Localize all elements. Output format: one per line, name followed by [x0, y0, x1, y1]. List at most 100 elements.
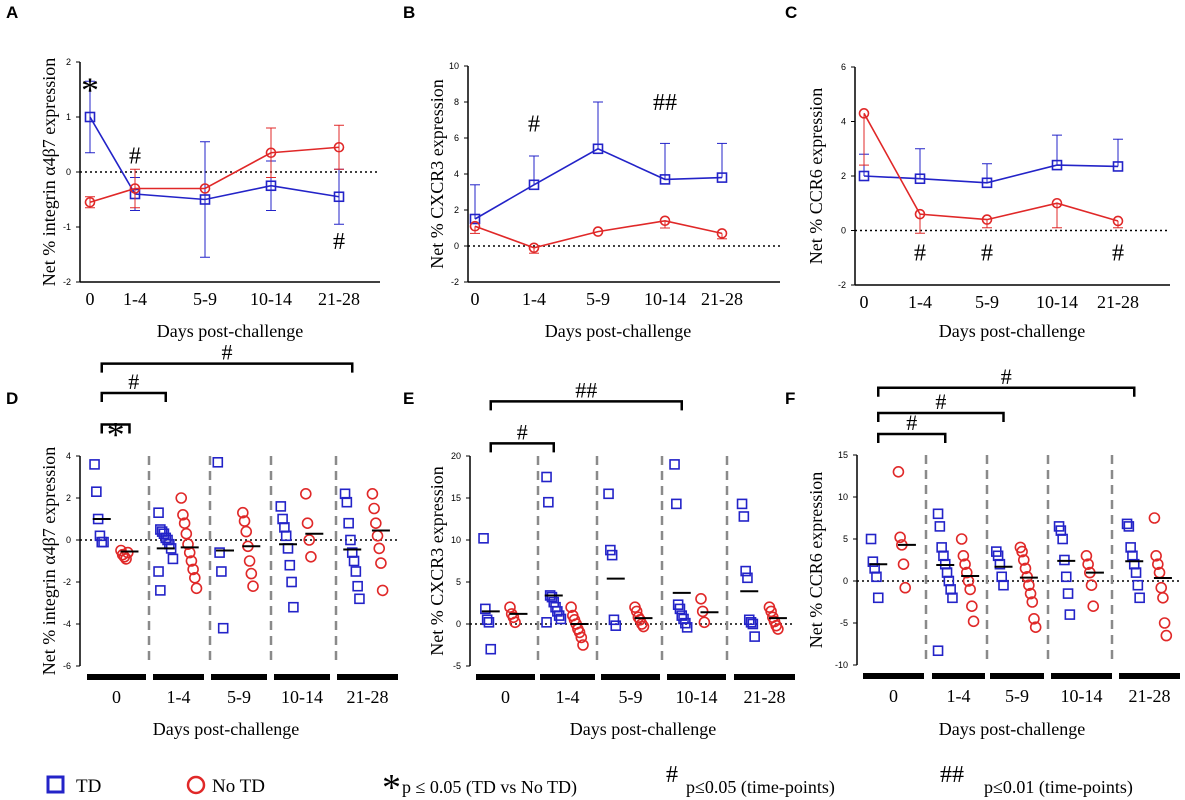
data-point-td	[981, 177, 993, 189]
data-point-td	[341, 496, 353, 508]
data-point-notd	[370, 517, 382, 530]
data-point-notd	[1155, 581, 1168, 594]
data-point-td	[91, 486, 102, 498]
data-point-td	[286, 576, 297, 588]
y-tick-label: -6	[63, 661, 71, 671]
data-point-td	[1057, 533, 1068, 545]
y-tick-label: 1	[66, 112, 71, 122]
x-tick-label: 0	[501, 687, 510, 707]
data-point-notd	[659, 215, 671, 227]
y-axis-label: Net % CXCR3 expression	[427, 79, 447, 268]
data-point-notd	[565, 601, 577, 614]
data-point-td	[345, 534, 356, 546]
panel-letter: A	[6, 3, 18, 22]
data-point-td	[480, 603, 491, 615]
x-axis-label: Days post-challenge	[939, 719, 1085, 739]
data-point-notd	[981, 214, 993, 225]
data-point-notd	[592, 226, 604, 237]
data-point-notd	[1026, 596, 1039, 608]
data-point-notd	[1017, 554, 1030, 566]
y-tick-label: 20	[451, 451, 461, 461]
x-tick-label: 10-14	[1036, 292, 1078, 312]
y-tick-label: 0	[66, 167, 71, 177]
data-point-td	[659, 174, 671, 185]
data-point-td	[914, 173, 926, 185]
data-point-td	[606, 549, 618, 561]
data-point-notd	[120, 553, 132, 565]
significance-hash: #	[935, 389, 946, 414]
panel-c: C -2 0 2 4 6 Net % CCR6 expression Days post-ch…	[785, 3, 1170, 341]
x-tick-label: 1-4	[908, 292, 932, 312]
data-point-td	[478, 533, 489, 544]
data-point-notd	[368, 502, 380, 515]
data-point-td	[674, 603, 686, 615]
legend-dhash-text: p≤0.01 (time-points)	[984, 777, 1133, 798]
data-point-notd	[637, 620, 650, 633]
data-point-td	[282, 543, 294, 554]
data-point-td	[485, 643, 497, 655]
data-point-td	[217, 622, 229, 634]
x-tick-label: 10-14	[676, 687, 718, 707]
data-point-notd	[964, 583, 976, 596]
data-point-td	[1123, 521, 1135, 532]
y-tick-label: 8	[454, 97, 459, 107]
data-point-notd	[240, 525, 253, 538]
x-category-bar	[863, 673, 924, 679]
data-point-td	[343, 517, 354, 529]
x-tick-label: 5-9	[227, 687, 251, 707]
y-tick-label: 2	[66, 493, 71, 503]
y-tick-label: 15	[838, 450, 848, 460]
data-point-notd	[1023, 579, 1035, 592]
x-tick-label: 1-4	[556, 687, 580, 707]
legend-star-symbol: *	[382, 767, 401, 800]
significance-hash: #	[981, 240, 993, 266]
data-point-td	[747, 618, 759, 630]
data-point-notd	[899, 581, 912, 594]
x-category-bar	[476, 674, 535, 680]
data-point-td	[736, 498, 748, 510]
x-category-bar	[211, 674, 267, 680]
data-point-td	[671, 498, 682, 510]
x-axis-label: Days post-challenge	[153, 719, 299, 739]
legend: TD No TD * p ≤ 0.05 (TD vs No TD) # p≤0.…	[46, 762, 1133, 800]
x-tick-label: 21-28	[1097, 292, 1139, 312]
x-tick-label: 0	[86, 289, 95, 309]
x-tick-label: 21-28	[1129, 686, 1171, 706]
data-point-notd	[175, 492, 188, 504]
y-axis-label: Net % CCR6 expression	[806, 88, 826, 264]
data-point-notd	[247, 580, 259, 593]
data-point-td	[740, 565, 751, 577]
significance-hash: #	[128, 369, 139, 394]
data-point-td	[275, 501, 287, 512]
legend-td-marker	[46, 775, 65, 794]
data-point-td	[1130, 567, 1142, 578]
data-point-td	[288, 601, 299, 613]
significance-bracket	[877, 386, 1136, 397]
data-point-td	[871, 571, 882, 583]
data-point-notd	[375, 557, 387, 569]
series-line-td	[474, 147, 723, 220]
y-tick-label: 10	[838, 492, 848, 502]
data-point-td	[1132, 579, 1144, 591]
y-tick-label: 0	[66, 535, 71, 545]
data-point-td	[333, 191, 345, 203]
data-point-notd	[303, 534, 316, 546]
y-tick-label: 0	[841, 226, 846, 236]
data-point-td	[1060, 571, 1072, 583]
y-tick-label: 15	[451, 493, 461, 503]
data-point-td	[469, 213, 481, 225]
x-category-bar	[274, 674, 330, 680]
x-category-bar	[990, 673, 1044, 679]
data-point-notd	[577, 639, 589, 651]
data-point-notd	[1158, 617, 1171, 629]
data-point-notd	[237, 506, 249, 519]
data-point-td	[932, 508, 944, 520]
data-point-td	[738, 511, 750, 522]
data-point-td	[481, 614, 493, 626]
data-point-notd	[300, 487, 312, 500]
data-point-td	[1121, 518, 1133, 530]
data-point-td	[934, 521, 946, 532]
significance-hash: #	[517, 419, 528, 444]
y-tick-label: 6	[841, 62, 846, 72]
